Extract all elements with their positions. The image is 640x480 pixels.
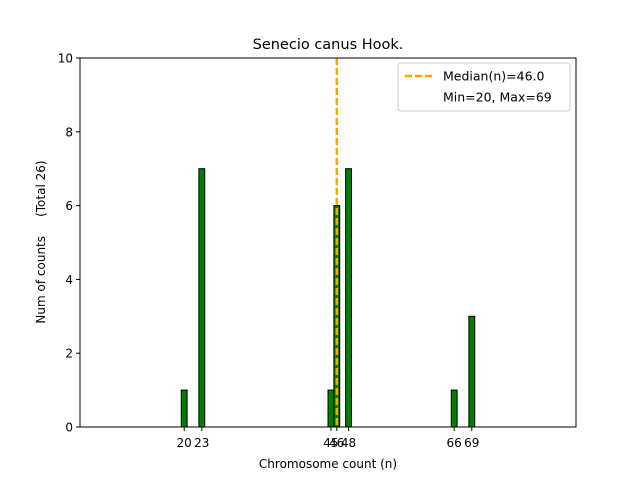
legend: Median(n)=46.0 Min=20, Max=69 — [397, 62, 571, 112]
x-tick-label-69: 69 — [464, 436, 479, 450]
legend-box — [397, 62, 571, 112]
bar-20 — [180, 389, 188, 428]
y-axis-ticks: 0 2 4 6 8 10 — [58, 52, 80, 435]
y-tick-label-0: 0 — [65, 421, 73, 435]
bar-23 — [198, 168, 206, 428]
bar-48 — [345, 168, 352, 428]
x-tick-label-45: 45 — [323, 436, 338, 450]
legend-entry-min-max: Min=20, Max=69 — [443, 90, 552, 105]
x-tick-label-23: 23 — [194, 436, 209, 450]
y-tick-label-8: 8 — [65, 125, 73, 139]
bar-69 — [468, 315, 476, 428]
x-axis-label: Chromosome count (n) — [259, 457, 397, 471]
legend-entry-median: Median(n)=46.0 — [443, 69, 544, 84]
x-tick-label-20: 20 — [177, 436, 192, 450]
bar-66 — [450, 389, 458, 428]
plot-frame — [79, 57, 577, 428]
x-tick-label-48: 48 — [341, 436, 356, 450]
y-tick-label-4: 4 — [65, 273, 73, 287]
y-tick-label-2: 2 — [65, 347, 73, 361]
y-tick-label-10: 10 — [58, 52, 73, 66]
y-tick-label-6: 6 — [65, 199, 73, 213]
x-tick-label-46: 46 — [329, 436, 344, 450]
y-axis-label: Num of counts (Total 26) — [34, 160, 48, 323]
x-tick-label-66: 66 — [447, 436, 462, 450]
chart-title: Senecio canus Hook. — [253, 37, 404, 53]
bar-45 — [327, 389, 335, 428]
